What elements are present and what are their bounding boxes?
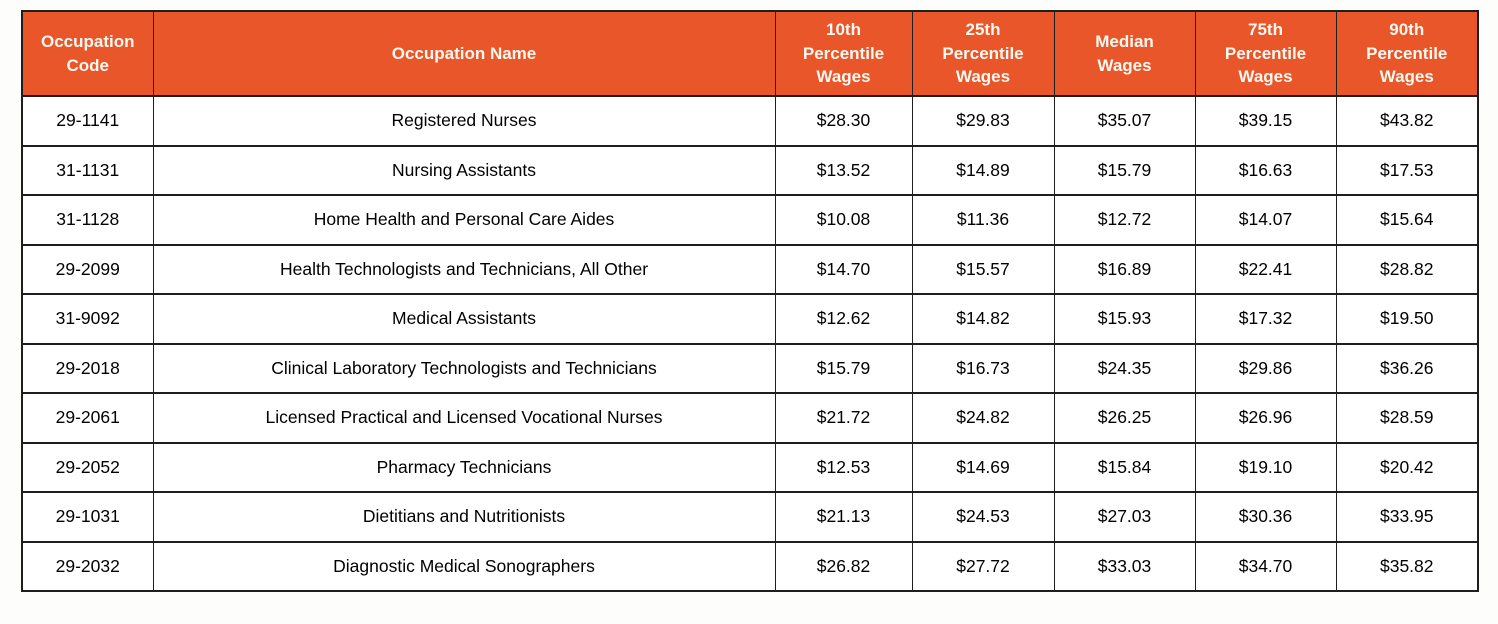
cell-p25-percentile-wages: $24.82 <box>911 392 1055 444</box>
cell-occupation-name: Dietitians and Nutritionists <box>152 491 776 543</box>
cell-occupation-name: Pharmacy Technicians <box>152 441 776 493</box>
cell-p10-percentile-wages: $28.30 <box>774 95 913 147</box>
cell-occupation-name: Nursing Assistants <box>152 144 776 196</box>
cell-p90-percentile-wages: $17.53 <box>1335 144 1479 196</box>
cell-occupation-code: 29-2032 <box>21 540 154 592</box>
cell-occupation-code: 31-1131 <box>21 144 154 196</box>
cell-median-wages: $15.84 <box>1053 441 1196 493</box>
table-row: 31-1128 Home Health and Personal Care Aid… <box>21 194 1479 246</box>
cell-p10-percentile-wages: $26.82 <box>774 540 913 592</box>
cell-p75-percentile-wages: $14.07 <box>1194 194 1337 246</box>
cell-occupation-name: Health Technologists and Technicians, Al… <box>152 243 776 295</box>
cell-occupation-name: Registered Nurses <box>152 95 776 147</box>
cell-p75-percentile-wages: $34.70 <box>1194 540 1337 592</box>
cell-median-wages: $15.93 <box>1053 293 1196 345</box>
cell-occupation-name: Licensed Practical and Licensed Vocation… <box>152 392 776 444</box>
column-header-p25-percentile-wages: 25th Percentile Wages <box>911 10 1055 97</box>
table-row: 29-2061 Licensed Practical and Licensed V… <box>21 392 1479 444</box>
cell-median-wages: $15.79 <box>1053 144 1196 196</box>
cell-p90-percentile-wages: $36.26 <box>1335 342 1479 394</box>
cell-occupation-code: 29-2061 <box>21 392 154 444</box>
column-header-median-wages: Median Wages <box>1053 10 1196 97</box>
cell-median-wages: $27.03 <box>1053 491 1196 543</box>
cell-occupation-name: Medical Assistants <box>152 293 776 345</box>
cell-p25-percentile-wages: $14.69 <box>911 441 1055 493</box>
table-row: 31-1131 Nursing Assistants $13.52 $14.89 $15… <box>21 144 1479 196</box>
cell-p25-percentile-wages: $16.73 <box>911 342 1055 394</box>
cell-p25-percentile-wages: $24.53 <box>911 491 1055 543</box>
cell-p25-percentile-wages: $14.82 <box>911 293 1055 345</box>
cell-p10-percentile-wages: $10.08 <box>774 194 913 246</box>
cell-occupation-code: 29-2052 <box>21 441 154 493</box>
cell-median-wages: $24.35 <box>1053 342 1196 394</box>
cell-median-wages: $12.72 <box>1053 194 1196 246</box>
cell-p25-percentile-wages: $29.83 <box>911 95 1055 147</box>
cell-p10-percentile-wages: $15.79 <box>774 342 913 394</box>
cell-occupation-code: 31-9092 <box>21 293 154 345</box>
cell-median-wages: $26.25 <box>1053 392 1196 444</box>
cell-p10-percentile-wages: $12.62 <box>774 293 913 345</box>
cell-p90-percentile-wages: $19.50 <box>1335 293 1479 345</box>
cell-p90-percentile-wages: $43.82 <box>1335 95 1479 147</box>
column-header-occupation-name: Occupation Name <box>152 10 776 97</box>
cell-occupation-code: 29-1031 <box>21 491 154 543</box>
cell-occupation-code: 31-1128 <box>21 194 154 246</box>
cell-p10-percentile-wages: $12.53 <box>774 441 913 493</box>
column-header-p75-percentile-wages: 75th Percentile Wages <box>1194 10 1337 97</box>
column-header-p10-percentile-wages: 10th Percentile Wages <box>774 10 913 97</box>
cell-p25-percentile-wages: $14.89 <box>911 144 1055 196</box>
column-header-p90-percentile-wages: 90th Percentile Wages <box>1335 10 1479 97</box>
cell-p25-percentile-wages: $15.57 <box>911 243 1055 295</box>
table-row: 29-2018 Clinical Laboratory Technologists… <box>21 342 1479 394</box>
cell-occupation-code: 29-1141 <box>21 95 154 147</box>
cell-p90-percentile-wages: $28.82 <box>1335 243 1479 295</box>
column-header-occupation-code: Occupation Code <box>21 10 154 97</box>
cell-p90-percentile-wages: $28.59 <box>1335 392 1479 444</box>
cell-occupation-name: Clinical Laboratory Technologists and Te… <box>152 342 776 394</box>
cell-p25-percentile-wages: $11.36 <box>911 194 1055 246</box>
cell-p90-percentile-wages: $35.82 <box>1335 540 1479 592</box>
table-row: 29-2052 Pharmacy Technicians $12.53 $14.69 $… <box>21 441 1479 493</box>
cell-p90-percentile-wages: $20.42 <box>1335 441 1479 493</box>
cell-p90-percentile-wages: $15.64 <box>1335 194 1479 246</box>
cell-p75-percentile-wages: $17.32 <box>1194 293 1337 345</box>
cell-p75-percentile-wages: $16.63 <box>1194 144 1337 196</box>
occupation-wages-table: Occupation Code Occupation Name 10th Per… <box>21 10 1479 592</box>
cell-p10-percentile-wages: $14.70 <box>774 243 913 295</box>
table-row: 29-2032 Diagnostic Medical Sonographers $2… <box>21 540 1479 592</box>
header-row: Occupation Code Occupation Name 10th Per… <box>21 10 1479 97</box>
cell-p10-percentile-wages: $21.13 <box>774 491 913 543</box>
cell-p75-percentile-wages: $39.15 <box>1194 95 1337 147</box>
cell-p75-percentile-wages: $26.96 <box>1194 392 1337 444</box>
table-row: 29-1141 Registered Nurses $28.30 $29.83 $35.… <box>21 95 1479 147</box>
cell-occupation-name: Home Health and Personal Care Aides <box>152 194 776 246</box>
cell-p75-percentile-wages: $30.36 <box>1194 491 1337 543</box>
cell-occupation-code: 29-2018 <box>21 342 154 394</box>
cell-median-wages: $35.07 <box>1053 95 1196 147</box>
cell-p10-percentile-wages: $21.72 <box>774 392 913 444</box>
cell-p90-percentile-wages: $33.95 <box>1335 491 1479 543</box>
table-row: 31-9092 Medical Assistants $12.62 $14.82 $15… <box>21 293 1479 345</box>
cell-p75-percentile-wages: $29.86 <box>1194 342 1337 394</box>
cell-median-wages: $33.03 <box>1053 540 1196 592</box>
cell-p25-percentile-wages: $27.72 <box>911 540 1055 592</box>
cell-p75-percentile-wages: $19.10 <box>1194 441 1337 493</box>
cell-p10-percentile-wages: $13.52 <box>774 144 913 196</box>
cell-p75-percentile-wages: $22.41 <box>1194 243 1337 295</box>
cell-occupation-code: 29-2099 <box>21 243 154 295</box>
cell-median-wages: $16.89 <box>1053 243 1196 295</box>
table-row: 29-2099 Health Technologists and Technici… <box>21 243 1479 295</box>
cell-occupation-name: Diagnostic Medical Sonographers <box>152 540 776 592</box>
table-row: 29-1031 Dietitians and Nutritionists $21.1… <box>21 491 1479 543</box>
